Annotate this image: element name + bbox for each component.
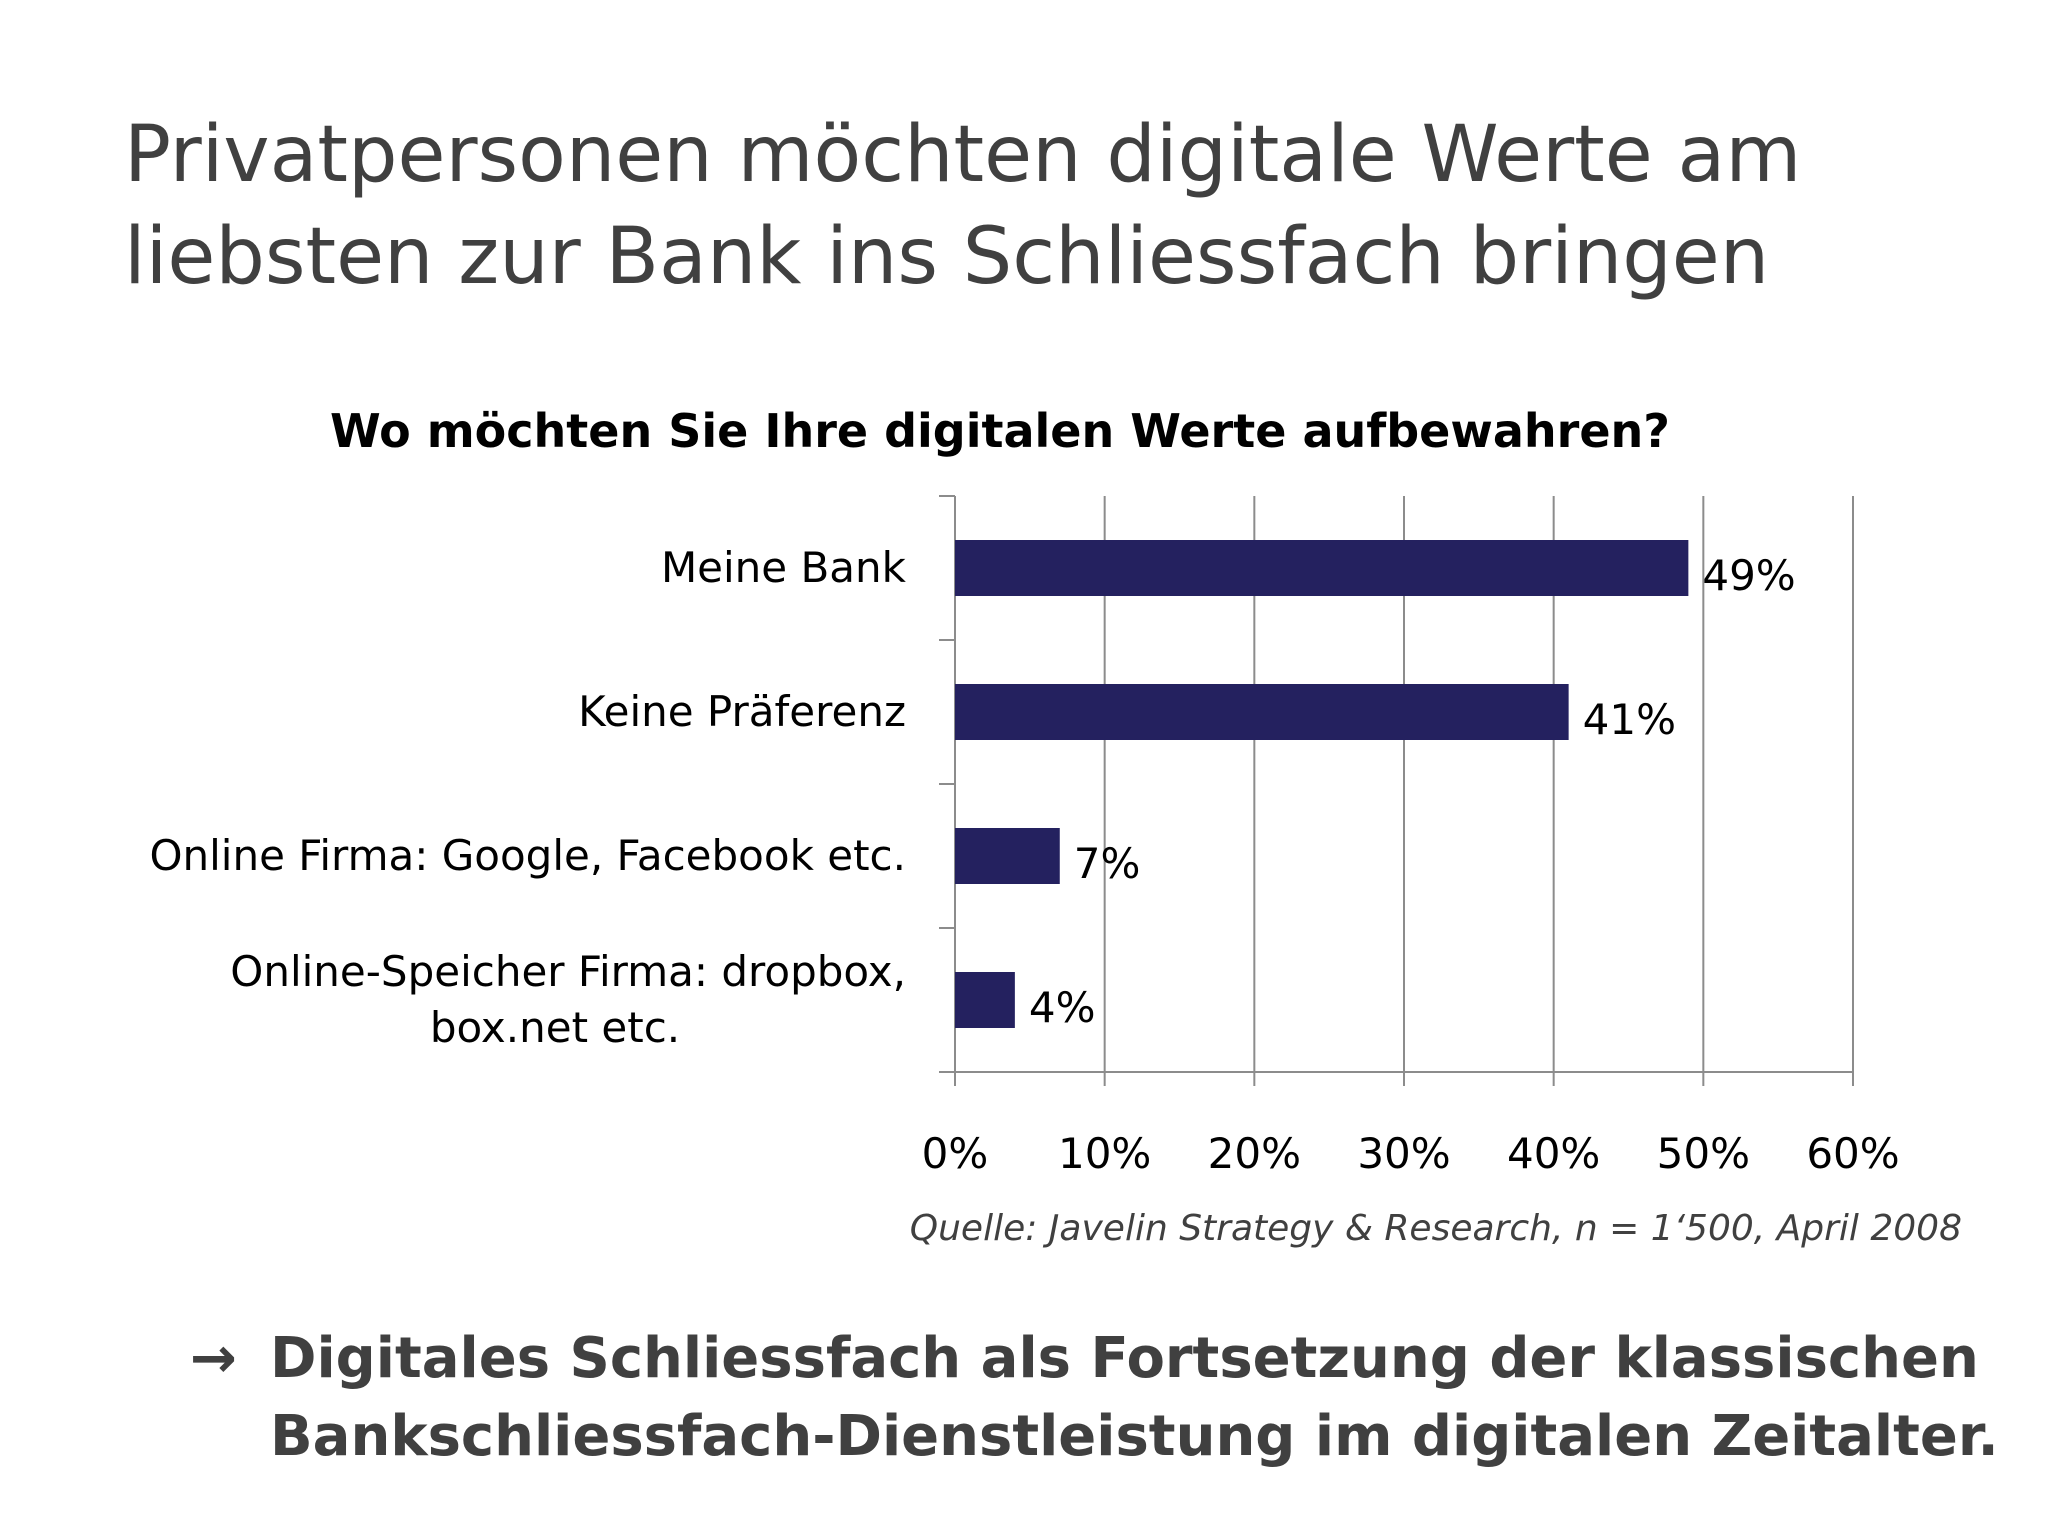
bar-1	[955, 684, 1569, 740]
tick-label-x-40: 40%	[1507, 1129, 1600, 1178]
tick-label-x-60: 60%	[1806, 1129, 1899, 1178]
chart-source: Quelle: Javelin Strategy & Research, n =…	[910, 1208, 1962, 1249]
tick-label-x-10: 10%	[1058, 1129, 1151, 1178]
tick-label-x-30: 30%	[1357, 1129, 1450, 1178]
bar-0	[955, 540, 1689, 596]
chart-axes	[939, 495, 1854, 1086]
tick-label-x-0: 0%	[922, 1129, 989, 1178]
bar-3	[955, 972, 1015, 1028]
conclusion-line-1: Digitales Schliessfach als Fortsetzung d…	[270, 1326, 1979, 1391]
category-label-0-line-0: Meine Bank	[661, 543, 907, 592]
conclusion-text: → Digitales Schliessfach als Fortsetzung…	[190, 1320, 1999, 1476]
arrow-right-icon: →	[190, 1326, 237, 1391]
chart-tick-labels: 0% 10% 20% 30% 40% 50% 60%	[922, 1129, 1900, 1178]
category-label-3-line-1: box.net etc.	[430, 1003, 680, 1052]
category-label-2-line-0: Online Firma: Google, Facebook etc.	[149, 831, 906, 880]
value-label-0: 49%	[1702, 551, 1795, 600]
category-label-3-line-0: Online-Speicher Firma: dropbox,	[230, 947, 906, 996]
slide-title-line-2: liebsten zur Bank ins Schliessfach bring…	[124, 212, 1770, 302]
chart-bars	[955, 540, 1689, 1028]
tick-label-x-50: 50%	[1657, 1129, 1750, 1178]
slide-title-line-1: Privatpersonen möchten digitale Werte am	[124, 110, 1802, 200]
category-label-1-line-0: Keine Präferenz	[578, 687, 906, 736]
chart-value-labels: 49% 41% 7% 4%	[1029, 551, 1796, 1032]
value-label-2: 7%	[1074, 839, 1141, 888]
bar-2	[955, 828, 1060, 884]
chart-title: Wo möchten Sie Ihre digitalen Werte aufb…	[330, 404, 1670, 458]
bar-chart: Wo möchten Sie Ihre digitalen Werte aufb…	[149, 404, 1962, 1249]
slide-title: Privatpersonen möchten digitale Werte am…	[124, 104, 1824, 308]
value-label-1: 41%	[1583, 695, 1676, 744]
conclusion-line-2: Bankschliessfach-Dienstleistung im digit…	[270, 1404, 1999, 1469]
value-label-3: 4%	[1029, 983, 1096, 1032]
chart-category-labels: Meine Bank Keine Präferenz Online Firma: G…	[149, 543, 906, 1052]
tick-label-x-20: 20%	[1208, 1129, 1301, 1178]
